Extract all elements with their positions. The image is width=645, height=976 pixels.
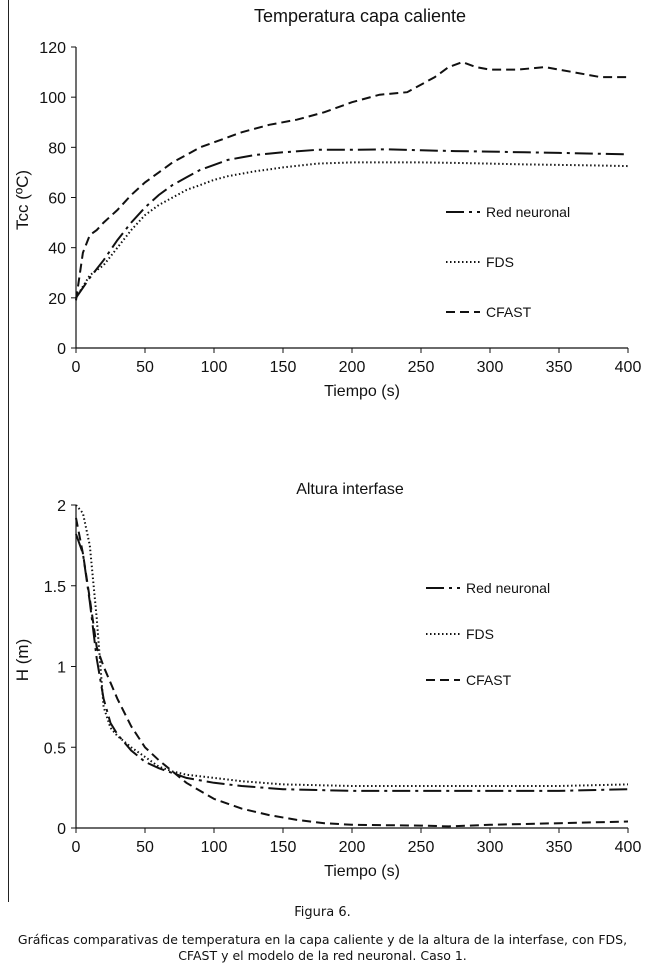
legend-label: CFAST <box>466 672 512 688</box>
x-tick-label: 400 <box>615 839 642 856</box>
series-line-cfast <box>75 517 629 828</box>
x-tick-label: 200 <box>339 839 366 856</box>
y-axis-label: Tcc (ºC) <box>13 170 32 230</box>
y-tick-label: 0 <box>57 821 66 838</box>
y-tick-label: 0.5 <box>44 740 66 757</box>
y-tick-label: 1 <box>57 660 66 677</box>
series-line-fds <box>75 504 629 787</box>
legend-label: CFAST <box>486 304 532 320</box>
y-tick-label: 80 <box>48 140 66 157</box>
y-tick-label: 40 <box>48 241 66 258</box>
figure-caption: Gráficas comparativas de temperatura en … <box>17 932 628 963</box>
figure-label: Figura 6. <box>294 905 351 920</box>
series-line-red-neuronal <box>75 148 629 299</box>
chart-temperatura: 0 50 100 150 200 250 300 350 400 0 20 40 60 80 100 120 T… <box>13 6 642 400</box>
x-tick-label: 200 <box>339 359 366 376</box>
y-tick-label: 60 <box>48 191 66 208</box>
chart-title: Altura interfase <box>296 481 404 498</box>
y-tick-label: 0 <box>57 341 66 358</box>
x-axis-label: Tiempo (s) <box>324 383 400 400</box>
y-tick-label: 20 <box>48 291 66 308</box>
x-axis-label: Tiempo (s) <box>324 863 400 880</box>
x-tick-label: 300 <box>477 839 504 856</box>
legend-label: FDS <box>486 254 514 270</box>
x-tick-label: 150 <box>270 359 297 376</box>
x-tick-label: 400 <box>615 359 642 376</box>
chart-altura-interfase: 0 50 100 150 200 250 300 350 400 0 0.5 1 1.5 2 Altura … <box>13 481 642 880</box>
x-tick-label: 250 <box>408 359 435 376</box>
x-tick-label: 150 <box>270 839 297 856</box>
series-line-red-neuronal <box>75 533 629 792</box>
caption-area: Figura 6. Gráficas comparativas de tempe… <box>0 905 645 964</box>
x-tick-label: 300 <box>477 359 504 376</box>
legend-label: Red neuronal <box>466 580 550 596</box>
chart-title: Temperatura capa caliente <box>254 6 466 26</box>
series-line-fds <box>75 161 629 299</box>
frame-left-border <box>8 0 9 902</box>
series-line-cfast <box>75 61 628 301</box>
y-tick-label: 1.5 <box>44 579 66 596</box>
x-tick-label: 350 <box>546 839 573 856</box>
x-tick-label: 50 <box>136 359 154 376</box>
x-tick-label: 100 <box>201 839 228 856</box>
x-tick-label: 250 <box>408 839 435 856</box>
x-tick-label: 50 <box>136 839 154 856</box>
x-tick-label: 0 <box>72 839 81 856</box>
x-tick-label: 350 <box>546 359 573 376</box>
y-tick-label: 100 <box>39 90 66 107</box>
legend-label: Red neuronal <box>486 204 570 220</box>
x-tick-label: 0 <box>72 359 81 376</box>
y-tick-label: 2 <box>57 498 66 515</box>
y-axis-label: H (m) <box>13 639 32 681</box>
legend-label: FDS <box>466 626 494 642</box>
y-tick-label: 120 <box>39 40 66 57</box>
x-tick-label: 100 <box>201 359 228 376</box>
